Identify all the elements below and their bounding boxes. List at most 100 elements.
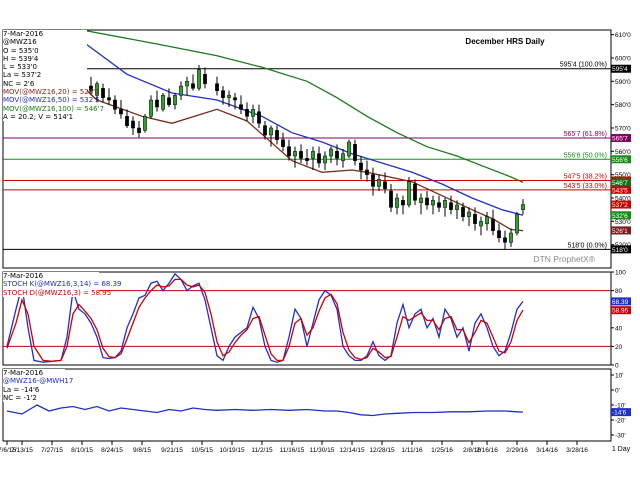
candle-body: [131, 120, 135, 129]
y-tick-label: 100: [615, 270, 626, 277]
candle-body: [371, 174, 375, 187]
candle-body: [413, 183, 417, 201]
info-line: MOV(@MWZ16,100) = 546'7: [3, 104, 104, 113]
fib-value-tag: 556'6: [612, 157, 628, 164]
fib-value-tag-bg: [611, 185, 631, 194]
value-tag-bg: [611, 178, 631, 187]
candle-body: [473, 214, 477, 224]
y-tick-label: 530'0: [615, 219, 631, 226]
x-tick-label: 7/13/15: [11, 447, 33, 454]
y-tick-label: 590'0: [615, 79, 631, 86]
candle-body: [149, 99, 153, 117]
info-line: 7-Mar-2016: [3, 30, 44, 38]
candle-body: [263, 125, 267, 136]
candle-body: [95, 83, 99, 96]
y-tick-label: 0': [615, 388, 620, 395]
spread-info-box: 7-Mar-2016 @MWZ16-@MWH17 La = -14'6 NC = -1…: [3, 369, 74, 403]
candle-body: [233, 97, 237, 101]
candle-body: [515, 214, 519, 234]
candle-body: [311, 151, 315, 159]
candle-body: [341, 153, 345, 161]
candle-body: [155, 99, 159, 108]
x-tick-label: 2/16/16: [476, 447, 498, 454]
candle-body: [245, 109, 249, 117]
candle-body: [485, 216, 489, 224]
candle-body: [101, 88, 105, 98]
candle-body: [221, 90, 225, 98]
x-tick-label: 1/11/16: [401, 447, 423, 454]
candle-body: [239, 104, 243, 110]
candle-body: [521, 204, 525, 210]
info-line: STOCH K(@MWZ16,3,14) = 68.39: [3, 280, 122, 289]
value-tag-bg: [611, 211, 631, 220]
candle-body: [353, 144, 357, 161]
x-tick-label: 11/16/15: [280, 447, 305, 454]
candle-body: [269, 127, 273, 136]
candle-body: [407, 181, 411, 206]
x-tick-label: 12/28/15: [369, 447, 395, 454]
candle-body: [257, 111, 261, 124]
value-tag: 58.95: [612, 308, 629, 315]
candle-body: [365, 169, 369, 175]
info-line: @MWZ16: [3, 38, 37, 47]
candle-body: [461, 207, 465, 217]
candle-body: [185, 81, 189, 87]
info-line: O = 535'0: [3, 46, 39, 55]
candle-body: [443, 200, 447, 208]
info-line: 7-Mar-2016: [3, 272, 44, 280]
x-tick-label: 3/14/16: [536, 447, 558, 454]
fib-label: 518'0 (0.0%): [568, 242, 607, 249]
info-line: L = 533'0: [3, 63, 37, 72]
candle-body: [143, 116, 147, 131]
y-tick-label: 80: [615, 288, 623, 295]
x-tick-label: 8/24/15: [101, 447, 123, 454]
value-tag-bg: [611, 226, 631, 235]
value-tag-bg: [611, 408, 631, 417]
y-tick-label: 580'0: [615, 102, 631, 109]
y-tick-label: 10': [615, 373, 623, 380]
candle-body: [281, 139, 285, 147]
value-tag: 532'6: [612, 213, 628, 220]
value-tag: 546'7: [612, 180, 628, 187]
info-line: MOV(@MWZ16,50) = 532'5: [3, 96, 100, 105]
series-line: [6, 404, 524, 417]
y-tick-label: 570'0: [615, 126, 631, 133]
candle-body: [395, 197, 399, 208]
x-tick-label: 10/5/15: [191, 447, 213, 454]
candle-body: [389, 190, 393, 208]
info-line: @MWZ16-@MWH17: [3, 377, 74, 386]
fib-label: 543'5 (33.0%): [564, 183, 607, 190]
y-tick-label: 550'0: [615, 172, 631, 179]
y-tick-label: -30': [615, 433, 626, 440]
candle-body: [401, 200, 405, 206]
candle-body: [191, 83, 195, 89]
value-tag-bg: [611, 200, 631, 209]
info-line: MOV(@MWZ16,20) = 526'1: [3, 88, 100, 97]
candle-body: [89, 85, 93, 91]
candle-body: [299, 151, 303, 159]
value-tag: -14'6: [612, 410, 627, 417]
candle-body: [497, 230, 501, 238]
fib-value-tag: 518'0: [612, 247, 628, 254]
spread-panel: [2, 368, 612, 442]
fib-label: 595'4 (100.0%): [560, 62, 607, 69]
info-line: A = 20.2; V = 514'1: [3, 112, 74, 121]
series-line: [6, 272, 524, 363]
fib-label: 547'5 (38.2%): [564, 174, 607, 181]
fib-value-tag: 595'4: [612, 66, 628, 73]
candle-body: [137, 127, 141, 133]
candle-body: [455, 204, 459, 210]
fib-value-tag-bg: [611, 64, 631, 73]
x-tick-label: 7/6/15: [0, 447, 16, 454]
candle-body: [329, 148, 333, 157]
price-info-box: 7-Mar-2016 @MWZ16 O = 535'0 H = 539'4 L = 53…: [3, 30, 104, 122]
fib-label: 565'7 (61.8%): [564, 131, 607, 138]
candle-body: [467, 211, 471, 217]
stochastic-info-box: 7-Mar-2016 STOCH K(@MWZ16,3,14) = 68.39 ST…: [3, 272, 122, 297]
value-tag-bg: [611, 297, 631, 306]
x-tick-label: 2/8/16: [463, 447, 481, 454]
candle-body: [317, 153, 321, 164]
y-tick-label: 600'0: [615, 56, 631, 63]
candle-body: [383, 181, 387, 189]
